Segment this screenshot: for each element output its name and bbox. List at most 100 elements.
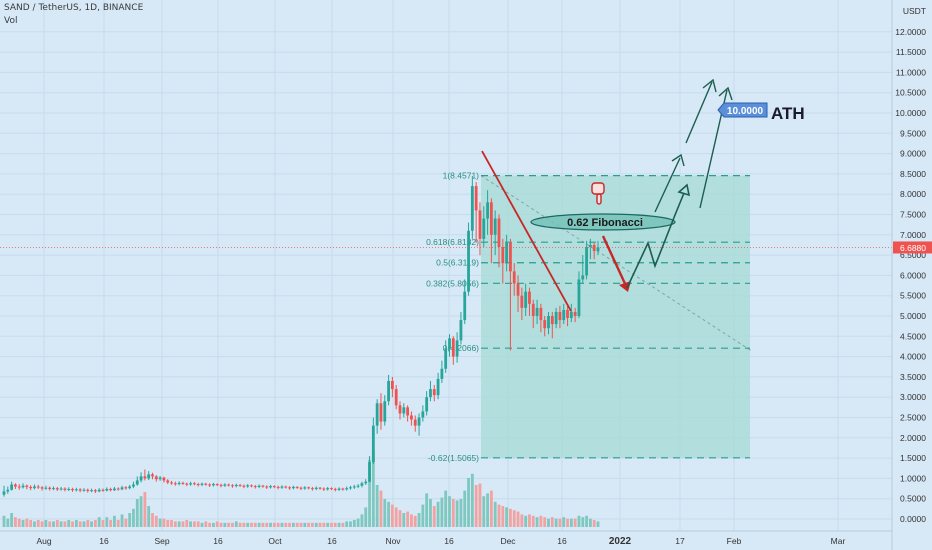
red-arrow-line (601, 235, 629, 289)
green-arrow-head (677, 183, 691, 197)
time-tick-label: Sep (154, 536, 169, 546)
time-tick-label: 16 (444, 536, 454, 546)
volume-bar (40, 521, 44, 527)
price-tick-label: 11.0000 (896, 67, 926, 77)
candle-body (371, 425, 375, 463)
volume-bar (402, 513, 406, 527)
volume-bar (547, 518, 550, 527)
candle-body (223, 484, 227, 486)
candle-body (147, 474, 151, 479)
candle-body (257, 485, 261, 487)
candle-body (398, 405, 402, 414)
candle-body (14, 484, 17, 487)
volume-bar (588, 518, 592, 527)
volume-bar (242, 522, 246, 527)
time-tick-label: Oct (268, 536, 282, 546)
volume-bar (97, 517, 101, 527)
candle-body (185, 483, 189, 485)
price-tick-label: 7.5000 (900, 210, 926, 220)
candle-body (467, 230, 470, 292)
candle-body (345, 488, 349, 490)
price-tick-label: 4.5000 (900, 331, 926, 341)
candle-body (238, 484, 242, 486)
volume-bar (212, 522, 215, 527)
candle-body (280, 486, 284, 488)
volume-bars (2, 450, 600, 527)
volume-bar (505, 507, 509, 527)
candle-body (177, 482, 181, 485)
volume-bar (425, 493, 429, 527)
volume-bar (390, 504, 394, 527)
volume-bar (158, 518, 162, 527)
volume-bar (436, 501, 440, 527)
price-tick-label: 8.5000 (900, 169, 926, 179)
volume-bar (478, 483, 482, 527)
volume-bar (192, 521, 196, 527)
candle-body (200, 483, 204, 485)
volume-bar (566, 518, 569, 527)
candle-body (86, 489, 90, 491)
candle-body (470, 186, 474, 231)
candle-body (135, 480, 139, 485)
green-arrow-line (654, 157, 681, 213)
candle-body (242, 485, 246, 487)
candle-body (158, 477, 162, 480)
candle-body (196, 484, 200, 486)
volume-bar (196, 521, 200, 527)
volume-bar (284, 522, 288, 527)
volume-bar (509, 508, 512, 527)
candle-body (588, 244, 592, 247)
candle-body (558, 311, 562, 321)
price-tick-label: 6.5000 (900, 250, 926, 260)
volume-bar (501, 506, 505, 527)
volume-bar (467, 478, 470, 527)
candle-body (451, 338, 455, 357)
volume-bar (394, 507, 398, 527)
price-tick-label: 8.0000 (900, 189, 926, 199)
volume-bar (105, 517, 109, 527)
green-arrow-line (685, 81, 713, 144)
volume-bar (455, 500, 459, 527)
candle-body (543, 320, 547, 329)
volume-bar (36, 520, 40, 527)
volume-bar (550, 517, 554, 527)
candle-body (482, 218, 486, 239)
time-tick-label: 16 (213, 536, 223, 546)
volume-bar (337, 522, 341, 527)
candle-body (231, 485, 234, 487)
volume-bar (231, 522, 234, 527)
volume-bar (371, 450, 375, 527)
candle-body (379, 403, 383, 422)
volume-bar (250, 522, 253, 527)
volume-bar (185, 520, 189, 527)
fib-level-label: 1(8.4571) (443, 171, 480, 181)
candle-body (116, 488, 120, 490)
candle-body (581, 275, 585, 280)
candle-body (189, 483, 192, 485)
candle-body (208, 484, 212, 486)
candle-body (101, 489, 105, 491)
candle-body (444, 348, 448, 369)
volume-bar (554, 518, 558, 527)
volume-bar (577, 515, 581, 527)
candle-body (349, 487, 352, 489)
price-tick-label: 12.0000 (895, 27, 926, 37)
candle-body (554, 311, 558, 325)
candle-body (387, 380, 390, 402)
symbol-title: SAND / TetherUS, 1D, BINANCE (4, 3, 144, 13)
candle-body (10, 484, 14, 490)
volume-bar (90, 521, 93, 527)
price-tick-label: 2.5000 (900, 413, 926, 423)
candle-body (33, 486, 36, 489)
candle-body (17, 486, 21, 488)
volume-bar (345, 521, 349, 527)
volume-bar (113, 515, 116, 527)
volume-bar (303, 522, 307, 527)
volume-bar (375, 485, 379, 527)
candle-body (29, 486, 33, 489)
candle-body (562, 309, 566, 321)
fib-level-label: 0.5(6.3119) (436, 258, 479, 268)
candle-body (113, 488, 116, 491)
candle-body (234, 484, 238, 487)
